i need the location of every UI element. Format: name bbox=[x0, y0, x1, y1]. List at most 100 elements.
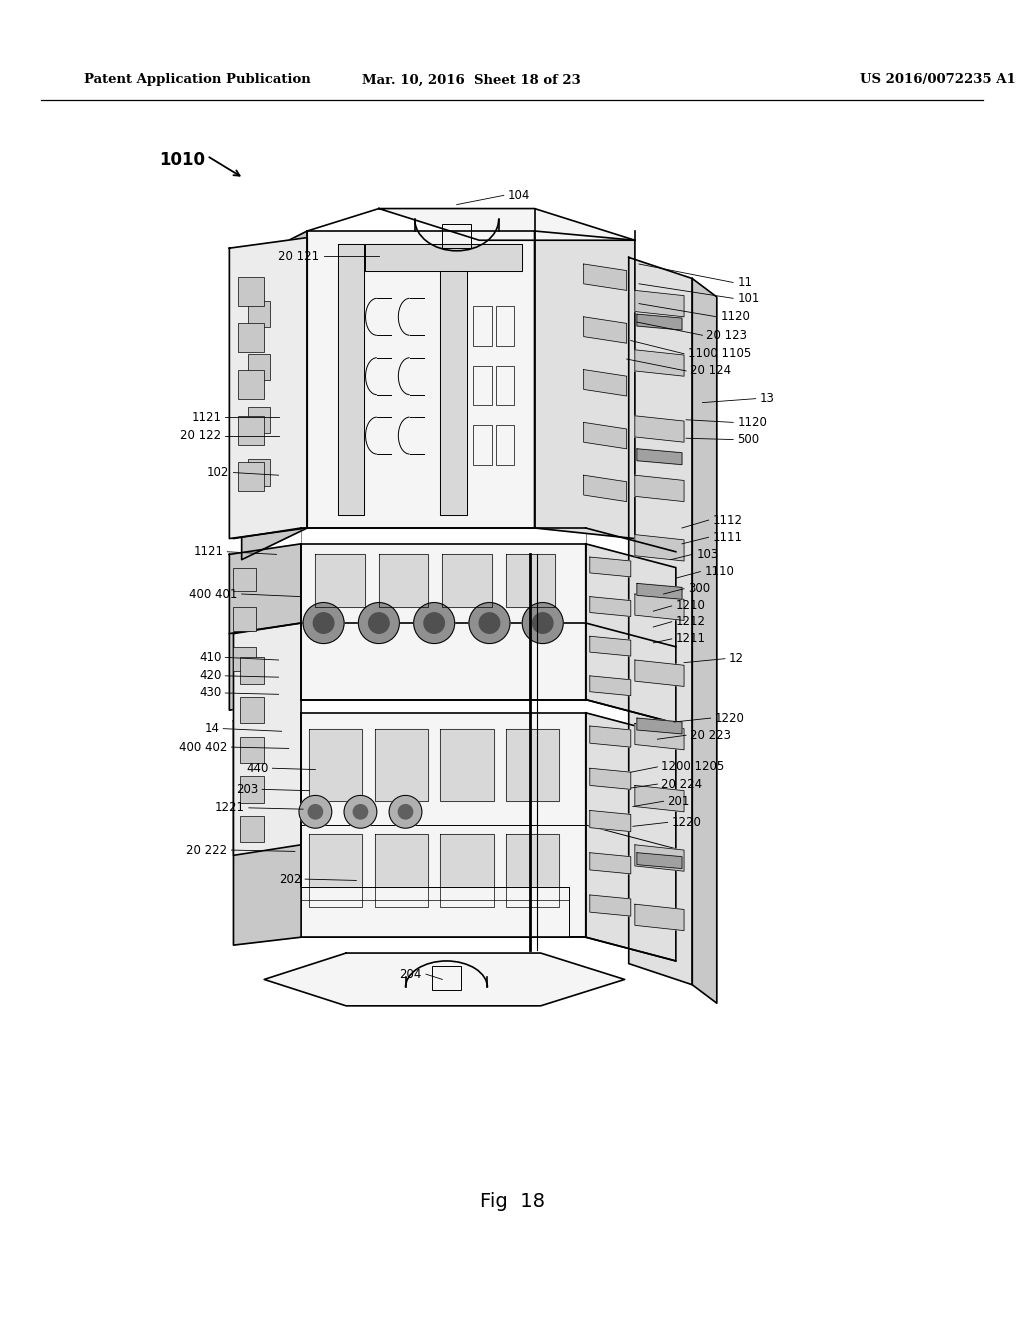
Polygon shape bbox=[635, 660, 684, 686]
Text: 101: 101 bbox=[737, 292, 760, 305]
Polygon shape bbox=[365, 244, 522, 271]
Polygon shape bbox=[229, 544, 301, 710]
Text: 300: 300 bbox=[688, 582, 711, 595]
Text: 204: 204 bbox=[399, 968, 422, 981]
Polygon shape bbox=[590, 636, 631, 656]
Bar bbox=[238, 462, 264, 491]
Circle shape bbox=[369, 612, 389, 634]
Bar bbox=[233, 647, 256, 671]
Text: Fig  18: Fig 18 bbox=[479, 1192, 545, 1210]
Polygon shape bbox=[584, 264, 627, 290]
Circle shape bbox=[389, 796, 422, 828]
Bar bbox=[496, 366, 514, 405]
Polygon shape bbox=[637, 853, 682, 869]
Bar bbox=[496, 306, 514, 346]
Text: 11: 11 bbox=[737, 276, 753, 289]
Text: 1221: 1221 bbox=[215, 801, 245, 814]
Bar bbox=[238, 323, 264, 352]
Circle shape bbox=[469, 602, 510, 644]
Bar bbox=[238, 277, 264, 306]
Text: 104: 104 bbox=[508, 189, 530, 202]
Polygon shape bbox=[584, 475, 627, 502]
Text: 203: 203 bbox=[236, 783, 258, 796]
Polygon shape bbox=[635, 416, 684, 442]
Polygon shape bbox=[635, 845, 684, 871]
Polygon shape bbox=[442, 554, 492, 607]
Polygon shape bbox=[586, 713, 676, 961]
Text: 420: 420 bbox=[199, 669, 221, 682]
Circle shape bbox=[353, 805, 368, 818]
Circle shape bbox=[398, 805, 413, 818]
Circle shape bbox=[344, 796, 377, 828]
Polygon shape bbox=[637, 583, 682, 599]
Bar bbox=[240, 776, 264, 803]
Bar bbox=[473, 306, 492, 346]
Polygon shape bbox=[635, 594, 684, 620]
Polygon shape bbox=[375, 834, 428, 907]
Circle shape bbox=[424, 612, 444, 634]
Text: 20 224: 20 224 bbox=[662, 777, 702, 791]
Polygon shape bbox=[590, 557, 631, 577]
Bar bbox=[473, 366, 492, 405]
Bar bbox=[442, 224, 471, 248]
Circle shape bbox=[532, 612, 553, 634]
Polygon shape bbox=[506, 834, 559, 907]
Text: 20 122: 20 122 bbox=[180, 429, 221, 442]
Text: 103: 103 bbox=[696, 548, 719, 561]
Polygon shape bbox=[590, 810, 631, 832]
Text: 1112: 1112 bbox=[713, 513, 742, 527]
Polygon shape bbox=[590, 895, 631, 916]
Text: 1100 1105: 1100 1105 bbox=[688, 347, 752, 360]
Polygon shape bbox=[440, 729, 494, 801]
Text: Patent Application Publication: Patent Application Publication bbox=[84, 74, 310, 87]
Text: 201: 201 bbox=[668, 795, 690, 808]
Bar bbox=[240, 816, 264, 842]
Polygon shape bbox=[338, 244, 364, 515]
Polygon shape bbox=[635, 290, 684, 317]
Text: 400 402: 400 402 bbox=[179, 741, 227, 754]
Text: 1111: 1111 bbox=[713, 531, 742, 544]
Polygon shape bbox=[315, 554, 365, 607]
Text: 1121: 1121 bbox=[191, 411, 221, 424]
Polygon shape bbox=[586, 544, 676, 723]
Polygon shape bbox=[637, 449, 682, 465]
Bar bbox=[240, 697, 264, 723]
Text: 1121: 1121 bbox=[194, 545, 223, 558]
Polygon shape bbox=[440, 271, 467, 515]
Text: 102: 102 bbox=[207, 466, 229, 479]
Polygon shape bbox=[584, 422, 627, 449]
Circle shape bbox=[479, 612, 500, 634]
Bar bbox=[238, 370, 264, 399]
Polygon shape bbox=[637, 718, 682, 734]
Bar bbox=[240, 737, 264, 763]
Polygon shape bbox=[635, 535, 684, 561]
Polygon shape bbox=[309, 834, 362, 907]
Polygon shape bbox=[637, 314, 682, 330]
Polygon shape bbox=[301, 544, 586, 700]
Text: 1010: 1010 bbox=[159, 150, 205, 169]
Bar bbox=[248, 407, 270, 433]
Polygon shape bbox=[379, 209, 635, 240]
Polygon shape bbox=[535, 231, 635, 539]
Polygon shape bbox=[629, 257, 692, 985]
Text: 1220: 1220 bbox=[672, 816, 701, 829]
Text: 440: 440 bbox=[246, 762, 268, 775]
Circle shape bbox=[299, 796, 332, 828]
Text: US 2016/0072235 A1: US 2016/0072235 A1 bbox=[860, 74, 1016, 87]
Text: 400 401: 400 401 bbox=[189, 587, 238, 601]
Polygon shape bbox=[301, 713, 586, 937]
Bar bbox=[432, 966, 461, 990]
Polygon shape bbox=[229, 238, 307, 539]
Polygon shape bbox=[264, 953, 625, 1006]
Text: 1200 1205: 1200 1205 bbox=[662, 760, 725, 774]
Polygon shape bbox=[635, 475, 684, 502]
Circle shape bbox=[308, 805, 323, 818]
Bar bbox=[240, 657, 264, 684]
Bar bbox=[238, 416, 264, 445]
Text: 1211: 1211 bbox=[676, 632, 706, 645]
Text: 13: 13 bbox=[760, 392, 774, 405]
Text: 500: 500 bbox=[737, 433, 760, 446]
Polygon shape bbox=[635, 785, 684, 812]
Circle shape bbox=[414, 602, 455, 644]
Polygon shape bbox=[301, 887, 569, 937]
